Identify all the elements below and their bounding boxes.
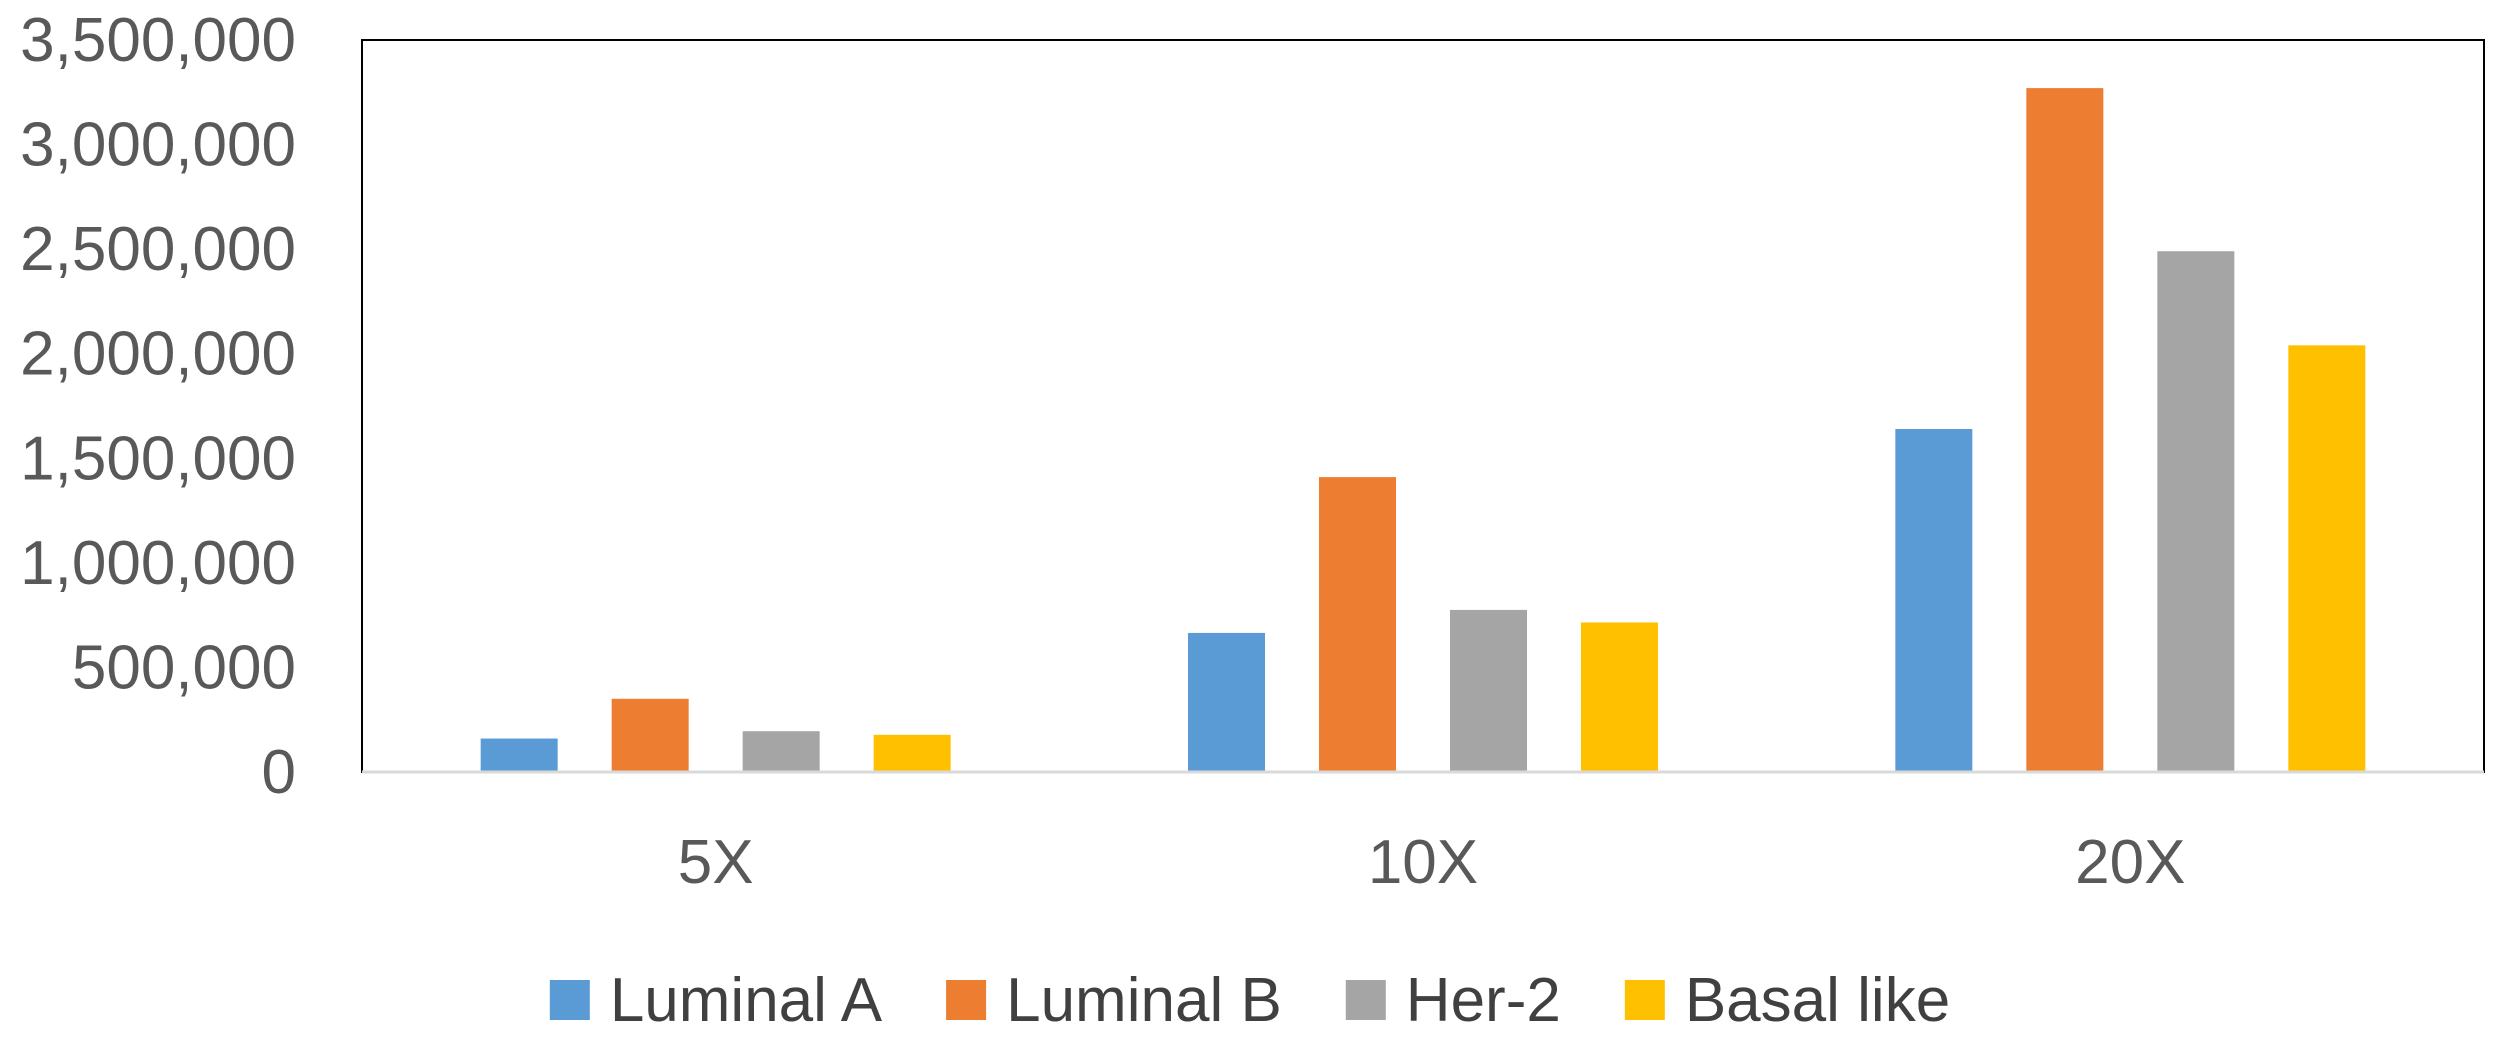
legend-swatch [1345,980,1386,1020]
y-tick-label: 2,500,000 [20,215,296,284]
bars [480,88,2366,773]
bar-luminal-a-5x [480,738,558,772]
legend-label: Luminal B [1006,966,1282,1035]
bar-her-2-5x [742,731,820,772]
y-tick-label: 3,000,000 [20,111,296,180]
plot-area [361,39,2485,773]
bar-basal-like-10x [1581,622,1658,772]
bar-her-2-20x [2157,251,2235,773]
x-tick-label: 10X [1368,828,1478,897]
y-tick-label: 0 [262,738,296,807]
x-tick-label: 5X [678,828,754,897]
legend-swatch [1624,980,1665,1020]
bar-luminal-b-10x [1319,477,1396,772]
legend-swatch [946,980,987,1020]
x-axis-ticks: 5X 10X 20X [678,828,2186,897]
y-axis-ticks: 0 500,000 1,000,000 1,500,000 2,000,000 2,500… [20,6,296,807]
y-tick-label: 1,500,000 [20,424,296,493]
bar-luminal-a-10x [1188,632,1265,772]
legend-label: Her-2 [1406,966,1561,1035]
y-tick-label: 3,500,000 [20,6,296,75]
bar-basal-like-5x [873,734,951,772]
legend-swatch [549,980,590,1020]
legend-label: Luminal A [610,966,883,1035]
bar-basal-like-20x [2288,345,2366,772]
y-tick-label: 2,000,000 [20,320,296,389]
legend-label: Basal like [1685,966,1950,1035]
y-tick-label: 500,000 [72,633,296,702]
bar-luminal-a-20x [1895,429,1973,772]
legend: Luminal A Luminal B Her-2 Basal like [549,966,1950,1035]
y-tick-label: 1,000,000 [20,529,296,598]
x-tick-label: 20X [2075,828,2185,897]
bar-luminal-b-20x [2026,88,2104,773]
bar-luminal-b-5x [611,698,689,772]
bar-her-2-10x [1450,609,1527,772]
